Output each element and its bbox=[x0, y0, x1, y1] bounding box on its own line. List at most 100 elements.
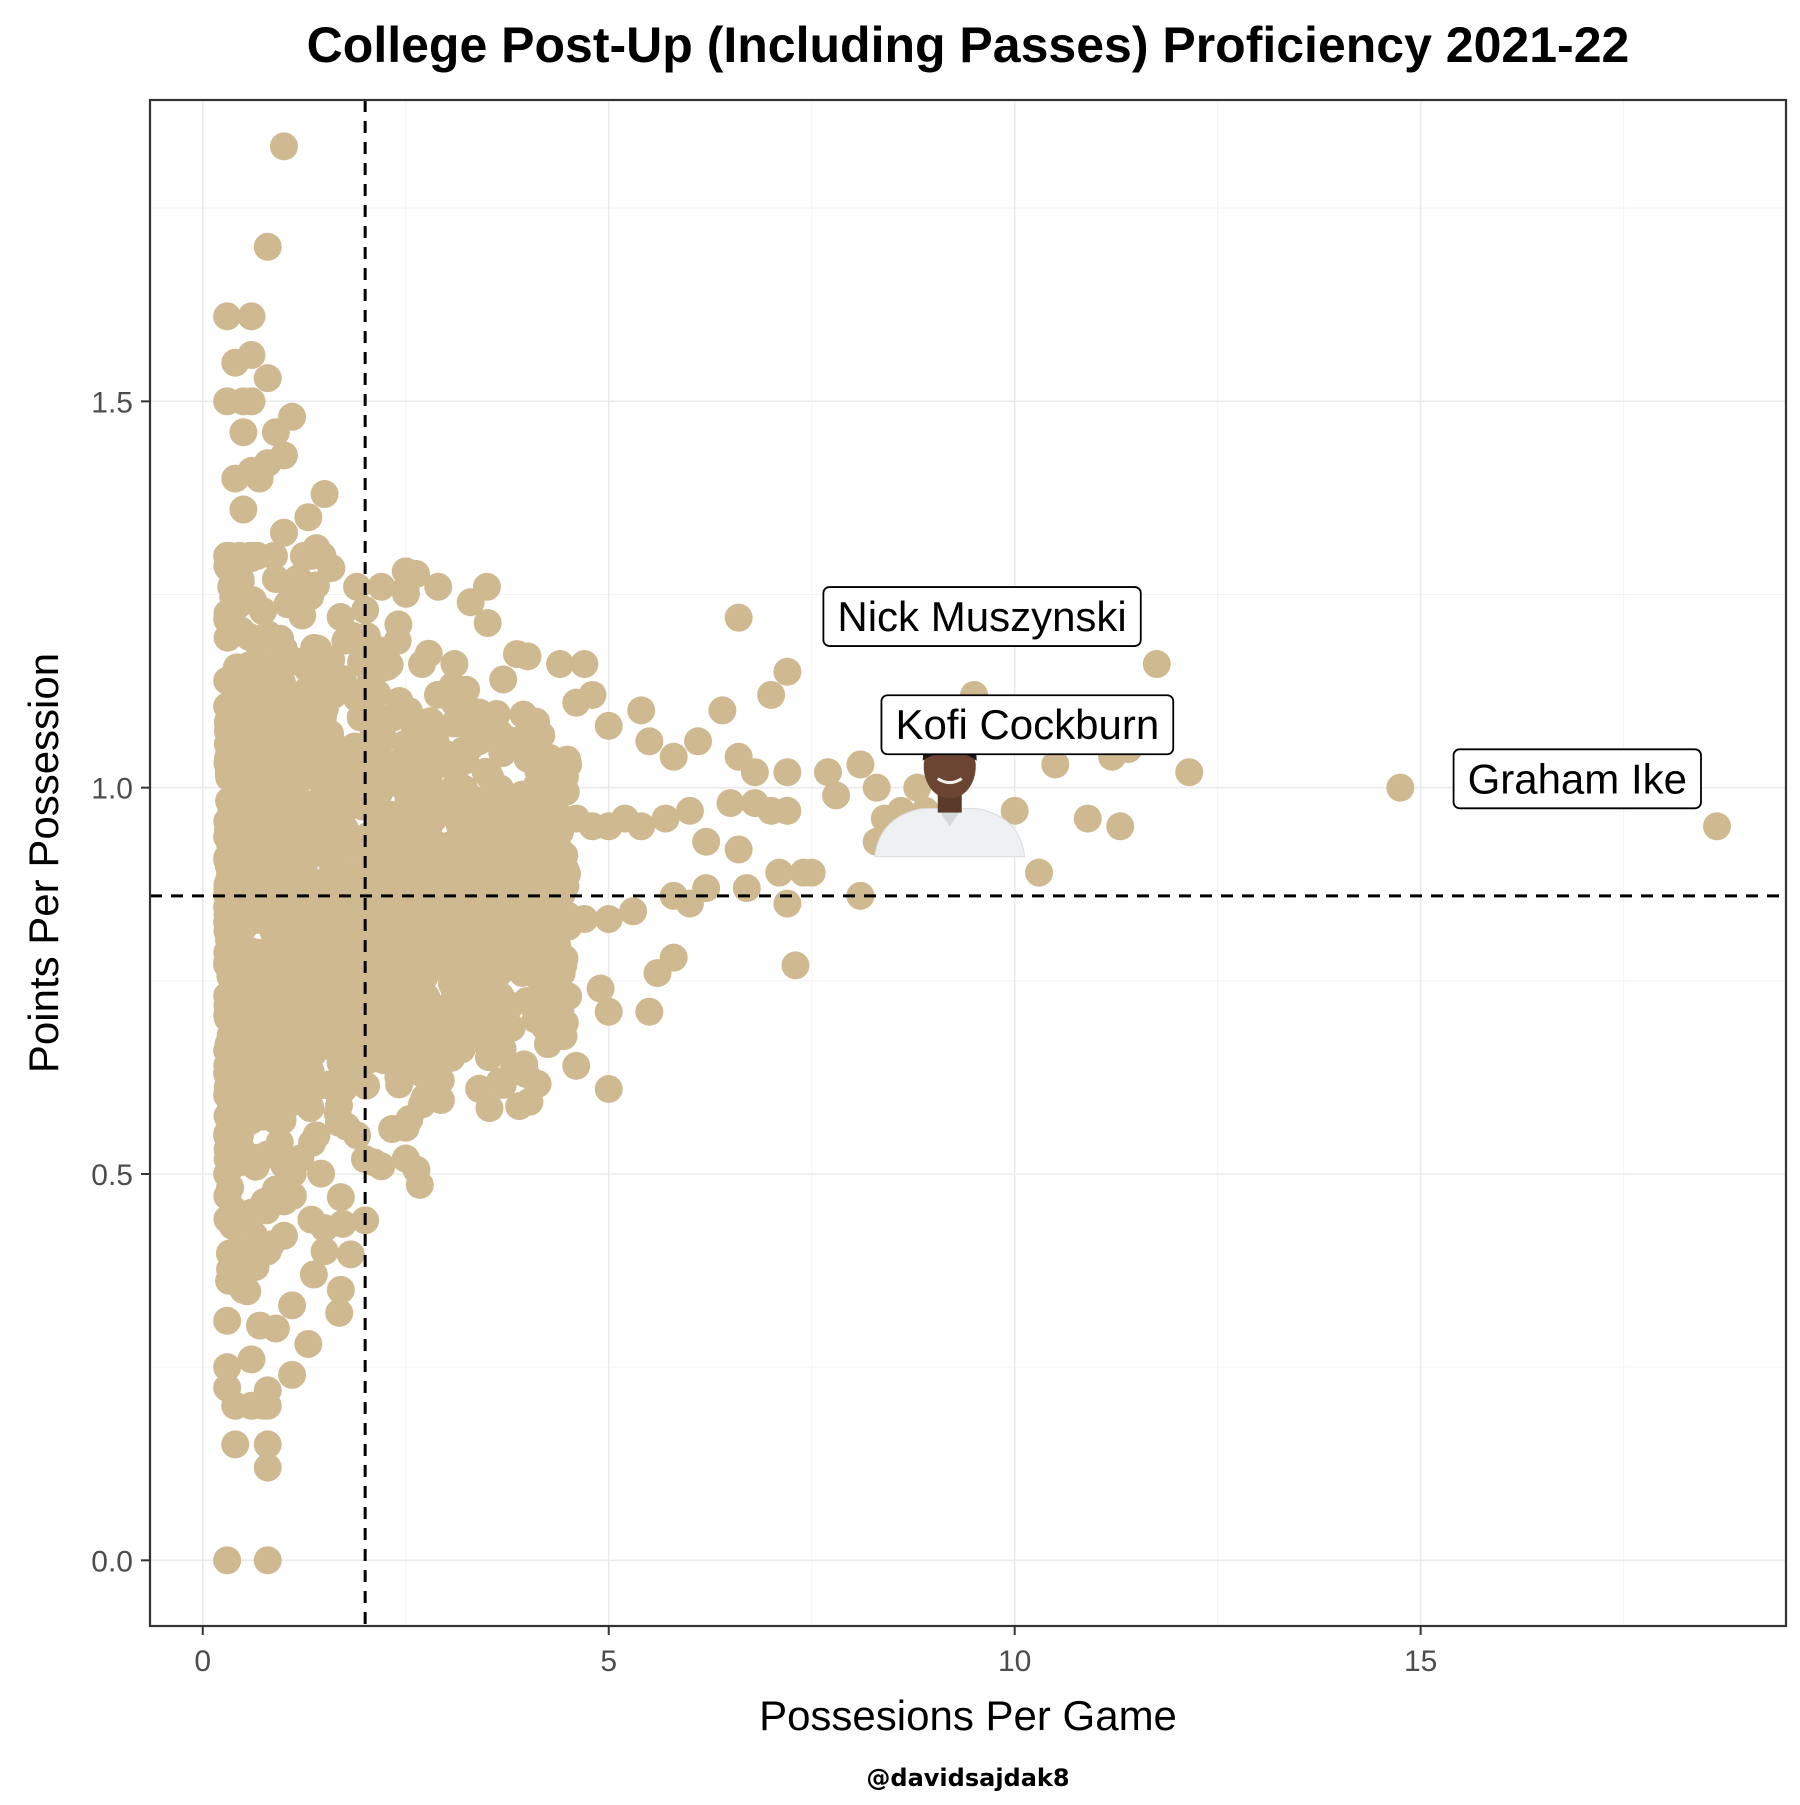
y-tick-label: 1.5 bbox=[91, 386, 133, 419]
scatter-point bbox=[261, 1314, 290, 1343]
annotation-box bbox=[822, 586, 1142, 647]
scatter-point bbox=[619, 897, 648, 926]
scatter-point bbox=[213, 1059, 242, 1088]
chart-title: College Post-Up (Including Passes) Profi… bbox=[307, 17, 1630, 73]
cluster-point bbox=[521, 862, 550, 891]
scatter-point bbox=[245, 464, 274, 493]
scatter-point bbox=[310, 1237, 339, 1266]
scatter-point bbox=[269, 441, 298, 470]
scatter-point bbox=[229, 495, 258, 524]
cluster-point bbox=[326, 603, 355, 631]
scatter-point bbox=[391, 1113, 420, 1142]
scatter-point bbox=[562, 688, 591, 717]
x-tick-label: 0 bbox=[194, 1645, 211, 1678]
y-tick-label: 0.5 bbox=[91, 1159, 133, 1192]
scatter-point bbox=[237, 1345, 266, 1374]
scatter-point bbox=[383, 626, 412, 655]
annotation-label: Graham Ike bbox=[1468, 755, 1687, 802]
scatter-point bbox=[448, 1020, 477, 1049]
cluster-point bbox=[405, 1170, 434, 1199]
scatter-point bbox=[773, 758, 802, 787]
cluster-point bbox=[534, 888, 563, 917]
cluster-point bbox=[353, 894, 382, 923]
scatter-point bbox=[1000, 796, 1029, 825]
cluster-point bbox=[226, 616, 255, 645]
scatter-point bbox=[692, 827, 721, 856]
cluster-point bbox=[222, 773, 251, 802]
cluster-point bbox=[295, 963, 324, 992]
scatter-point bbox=[659, 742, 688, 771]
cluster-point bbox=[294, 1009, 323, 1038]
scatter-point bbox=[594, 905, 623, 934]
cluster-point bbox=[505, 1092, 534, 1121]
scatter-point bbox=[253, 364, 282, 393]
scatter-point bbox=[278, 1360, 307, 1389]
cluster-point bbox=[423, 680, 452, 709]
scatter-point bbox=[586, 974, 615, 1003]
y-tick-label: 1.0 bbox=[91, 773, 133, 806]
cluster-point bbox=[401, 845, 430, 874]
scatter-point bbox=[237, 340, 266, 369]
scatter-point bbox=[1041, 750, 1070, 779]
cluster-point bbox=[327, 805, 356, 834]
scatter-point bbox=[261, 565, 290, 594]
cluster-point bbox=[308, 703, 337, 732]
cluster-point bbox=[488, 739, 517, 768]
cluster-point bbox=[224, 590, 253, 619]
scatter-point bbox=[294, 1329, 323, 1358]
cluster-point bbox=[245, 742, 274, 771]
scatter-point bbox=[489, 665, 518, 694]
x-axis-title: Possesions Per Game bbox=[759, 1692, 1177, 1739]
scatter-point bbox=[594, 1075, 623, 1104]
annotation-label-box: Graham Ike bbox=[1452, 748, 1702, 810]
cluster-point bbox=[213, 1182, 242, 1211]
cluster-point bbox=[474, 759, 503, 788]
cluster-point bbox=[483, 926, 512, 955]
cluster-point bbox=[233, 849, 262, 878]
scatter-point bbox=[846, 881, 875, 910]
cluster-point bbox=[414, 763, 443, 792]
scatter-point bbox=[253, 1453, 282, 1482]
cluster-point bbox=[470, 877, 499, 906]
reference-lines bbox=[150, 100, 1786, 1626]
headshot-neck bbox=[937, 794, 962, 813]
scatter-point bbox=[286, 1144, 315, 1173]
scatter-point bbox=[229, 1098, 258, 1127]
scatter-point bbox=[294, 503, 323, 532]
scatter-point bbox=[464, 843, 493, 872]
cluster-point bbox=[393, 924, 422, 953]
annotation-label-box: Nick Muszynski bbox=[822, 586, 1142, 647]
cluster-point bbox=[299, 1260, 328, 1289]
scatter-point bbox=[237, 1198, 266, 1227]
cluster-point bbox=[358, 722, 387, 751]
cluster-point bbox=[474, 1043, 503, 1072]
scatter-point bbox=[407, 1059, 436, 1088]
cluster-point bbox=[355, 834, 384, 863]
cluster-point bbox=[510, 1050, 539, 1079]
x-tick-label: 10 bbox=[998, 1645, 1031, 1678]
scatter-point bbox=[773, 657, 802, 686]
cluster-point bbox=[298, 828, 327, 857]
cluster-point bbox=[321, 1035, 350, 1064]
annotation-label: Nick Muszynski bbox=[837, 593, 1126, 640]
scatter-point bbox=[294, 541, 323, 570]
annotation-box bbox=[880, 694, 1175, 756]
scatter-point bbox=[554, 982, 583, 1011]
cluster-point bbox=[553, 859, 582, 888]
scatter-point bbox=[253, 232, 282, 261]
cluster-point bbox=[299, 799, 328, 828]
cluster-point bbox=[272, 952, 301, 981]
scatter-point bbox=[862, 773, 891, 802]
scatter-point bbox=[278, 1291, 307, 1320]
scatter-point bbox=[213, 1353, 242, 1382]
cluster-point bbox=[230, 962, 259, 991]
scatter-point bbox=[213, 1159, 242, 1188]
scatter-point bbox=[253, 1391, 282, 1420]
cluster-point bbox=[273, 590, 302, 619]
chart-caption: @davidsajdak8 bbox=[866, 1764, 1069, 1792]
scatter-point bbox=[213, 302, 242, 331]
scatter-point bbox=[513, 719, 542, 748]
scatter-point bbox=[229, 1275, 258, 1304]
cluster-point bbox=[537, 940, 566, 969]
headshot-collar bbox=[937, 808, 962, 827]
